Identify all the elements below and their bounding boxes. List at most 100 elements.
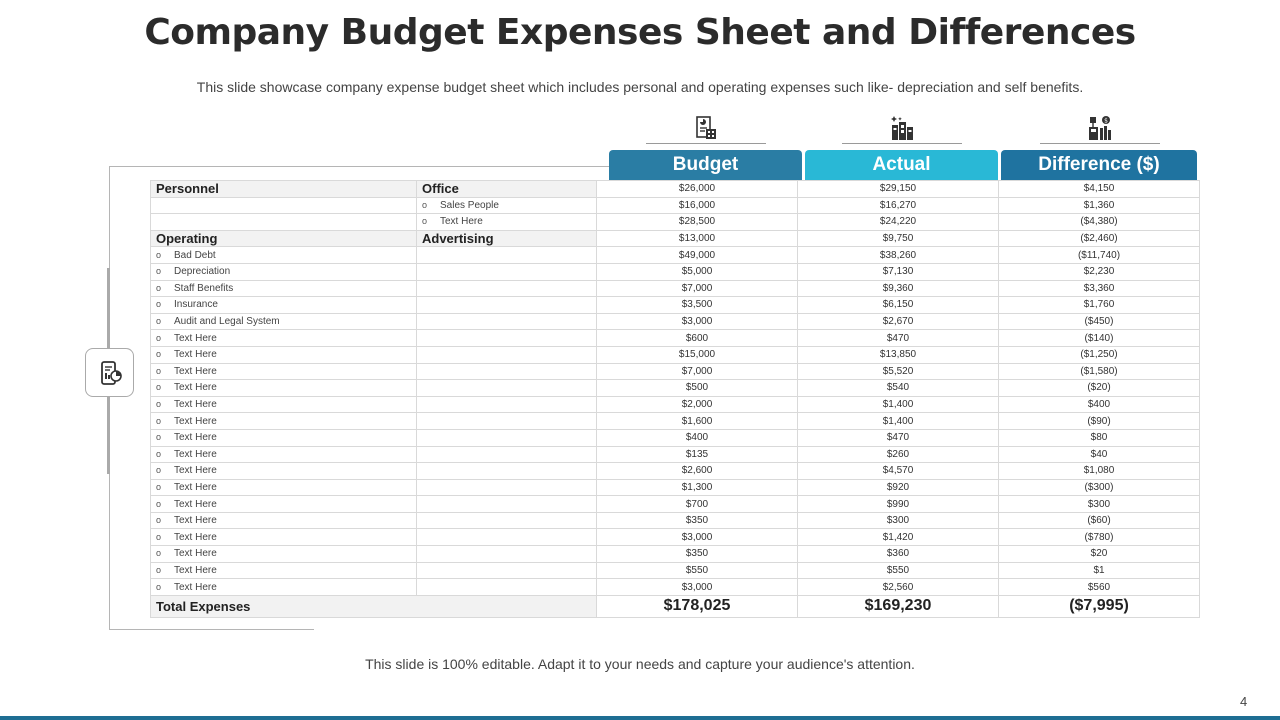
table-row: o Audit and Legal System $3,000 $2,670 ($450… xyxy=(150,312,1200,331)
bracket-bottom-line xyxy=(109,629,314,630)
row-label: Text Here xyxy=(174,498,217,510)
budget-value: $3,000 xyxy=(596,312,798,331)
difference-column-header: Difference ($) xyxy=(1001,150,1197,180)
table-row: o Sales People $16,000 $16,270 $1,360 xyxy=(150,196,1200,215)
difference-value: ($780) xyxy=(998,528,1200,547)
budget-value: $2,000 xyxy=(596,395,798,414)
table-row: o Text Here $350 $300 ($60) xyxy=(150,511,1200,530)
line-item-label: o Text Here xyxy=(150,329,417,347)
budget-value: $7,000 xyxy=(596,362,798,381)
budget-value: $15,000 xyxy=(596,345,798,364)
row-label: Depreciation xyxy=(174,266,231,278)
actual-value: $2,560 xyxy=(797,578,999,596)
table-row: o Text Here $135 $260 $40 xyxy=(150,445,1200,464)
empty-cell xyxy=(416,495,597,513)
line-item-label: o Text Here xyxy=(150,528,417,547)
empty-cell xyxy=(416,578,597,596)
category-sublabel: Office xyxy=(416,180,597,198)
row-label: Text Here xyxy=(174,531,217,543)
budget-value: $13,000 xyxy=(596,229,798,248)
budget-value: $350 xyxy=(596,511,798,530)
line-item-label: o Text Here xyxy=(150,412,417,430)
budget-value: $5,000 xyxy=(596,262,798,281)
line-item-label: o Staff Benefits xyxy=(150,279,417,298)
difference-value: $1,760 xyxy=(998,296,1200,314)
budget-value: $1,600 xyxy=(596,412,798,430)
total-actual: $169,230 xyxy=(797,594,999,618)
bullet-icon: o xyxy=(156,349,162,360)
table-row: o Bad Debt $49,000 $38,260 ($11,740) xyxy=(150,246,1200,264)
actual-value: $550 xyxy=(797,561,999,580)
empty-cell xyxy=(416,262,597,281)
empty-cell xyxy=(150,196,417,215)
bullet-icon: o xyxy=(156,465,162,476)
actual-value: $16,270 xyxy=(797,196,999,215)
empty-cell xyxy=(416,561,597,580)
actual-value: $24,220 xyxy=(797,213,999,231)
line-item-label: o Text Here xyxy=(150,561,417,580)
budget-value: $2,600 xyxy=(596,462,798,480)
row-label: Text Here xyxy=(174,481,217,493)
budget-value: $3,000 xyxy=(596,528,798,547)
bullet-icon: o xyxy=(156,282,162,293)
empty-cell xyxy=(416,362,597,381)
actual-column-header: Actual xyxy=(805,150,998,180)
empty-cell xyxy=(416,379,597,397)
difference-value: ($140) xyxy=(998,329,1200,347)
empty-cell xyxy=(416,428,597,447)
actual-value: $4,570 xyxy=(797,462,999,480)
actual-value: $540 xyxy=(797,379,999,397)
bullet-icon: o xyxy=(156,266,162,277)
difference-value: $40 xyxy=(998,445,1200,464)
actual-value: $38,260 xyxy=(797,246,999,264)
table-row: Operating Advertising $13,000 $9,750 ($2,460… xyxy=(150,229,1200,248)
table-row: o Text Here $350 $360 $20 xyxy=(150,545,1200,563)
table-row: o Text Here $28,500 $24,220 ($4,380) xyxy=(150,213,1200,231)
row-label: Audit and Legal System xyxy=(174,316,280,328)
row-label: Text Here xyxy=(174,564,217,576)
footer-note: This slide is 100% editable. Adapt it to… xyxy=(365,656,915,672)
line-item-label: o Text Here xyxy=(150,379,417,397)
budget-value: $3,000 xyxy=(596,578,798,596)
bullet-icon: o xyxy=(156,415,162,426)
budget-value: $550 xyxy=(596,561,798,580)
actual-value: $29,150 xyxy=(797,180,999,198)
actual-value: $2,670 xyxy=(797,312,999,331)
table-row: o Text Here $3,000 $2,560 $560 xyxy=(150,578,1200,596)
bullet-icon: o xyxy=(156,515,162,526)
difference-value: ($11,740) xyxy=(998,246,1200,264)
sub-item-label: o Text Here xyxy=(416,213,597,231)
bullet-icon: o xyxy=(156,365,162,376)
difference-value: $300 xyxy=(998,495,1200,513)
bullet-icon: o xyxy=(156,498,162,509)
table-row: o Text Here $600 $470 ($140) xyxy=(150,329,1200,347)
line-item-label: o Text Here xyxy=(150,362,417,381)
bullet-icon: o xyxy=(156,316,162,327)
total-difference: ($7,995) xyxy=(998,594,1200,618)
empty-cell xyxy=(150,213,417,231)
bullet-icon: o xyxy=(156,332,162,343)
actual-value: $470 xyxy=(797,428,999,447)
row-label: Text Here xyxy=(174,382,217,394)
empty-cell xyxy=(416,246,597,264)
empty-cell xyxy=(416,345,597,364)
empty-cell xyxy=(416,545,597,563)
bullet-icon: o xyxy=(422,199,428,210)
line-item-label: o Text Here xyxy=(150,478,417,497)
line-item-label: o Text Here xyxy=(150,545,417,563)
row-label: Text Here xyxy=(174,448,217,460)
actual-value: $7,130 xyxy=(797,262,999,281)
difference-value: ($300) xyxy=(998,478,1200,497)
row-label: Text Here xyxy=(174,548,217,560)
table-row: o Text Here $2,600 $4,570 $1,080 xyxy=(150,462,1200,480)
difference-value: $4,150 xyxy=(998,180,1200,198)
bullet-icon: o xyxy=(156,382,162,393)
difference-value: ($90) xyxy=(998,412,1200,430)
table-row: o Text Here $550 $550 $1 xyxy=(150,561,1200,580)
row-label: Text Here xyxy=(174,515,217,527)
row-label: Text Here xyxy=(174,415,217,427)
difference-value: ($2,460) xyxy=(998,229,1200,248)
table-row: o Insurance $3,500 $6,150 $1,760 xyxy=(150,296,1200,314)
row-label: Text Here xyxy=(174,399,217,411)
actual-value: $1,400 xyxy=(797,412,999,430)
